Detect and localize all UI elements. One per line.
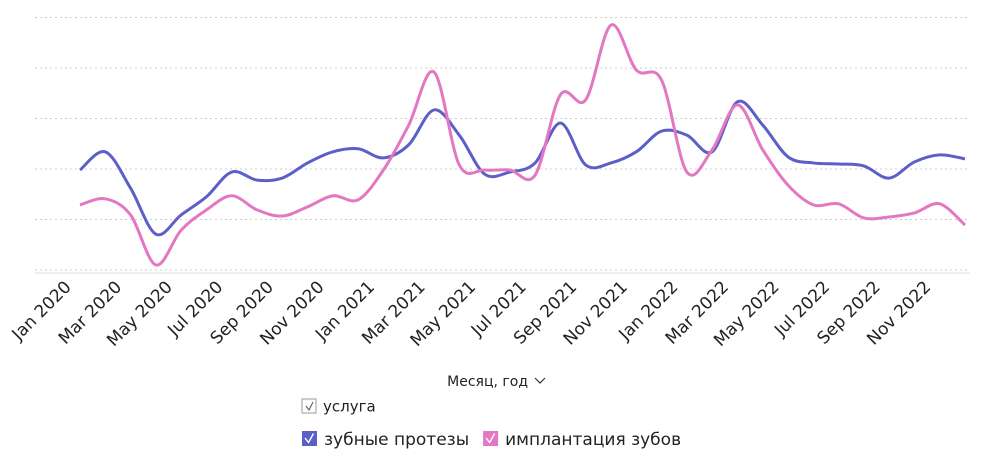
line [79, 99, 966, 237]
check [305, 401, 314, 412]
legend-swatch [302, 431, 317, 446]
x-axis-title: Месяц, год [447, 374, 528, 390]
legend-label: зубные протезы [324, 430, 469, 450]
legend-check [304, 433, 315, 444]
legend-item[interactable]: имплантация зубов [483, 430, 681, 450]
legend-swatch [483, 431, 499, 446]
legend-title: услуга [323, 398, 376, 416]
chevron[interactable] [534, 377, 546, 384]
legend-label: имплантация зубов [505, 430, 681, 450]
line [79, 23, 967, 267]
legend-check [485, 433, 496, 444]
legend-item[interactable]: зубные протезы [302, 430, 469, 450]
